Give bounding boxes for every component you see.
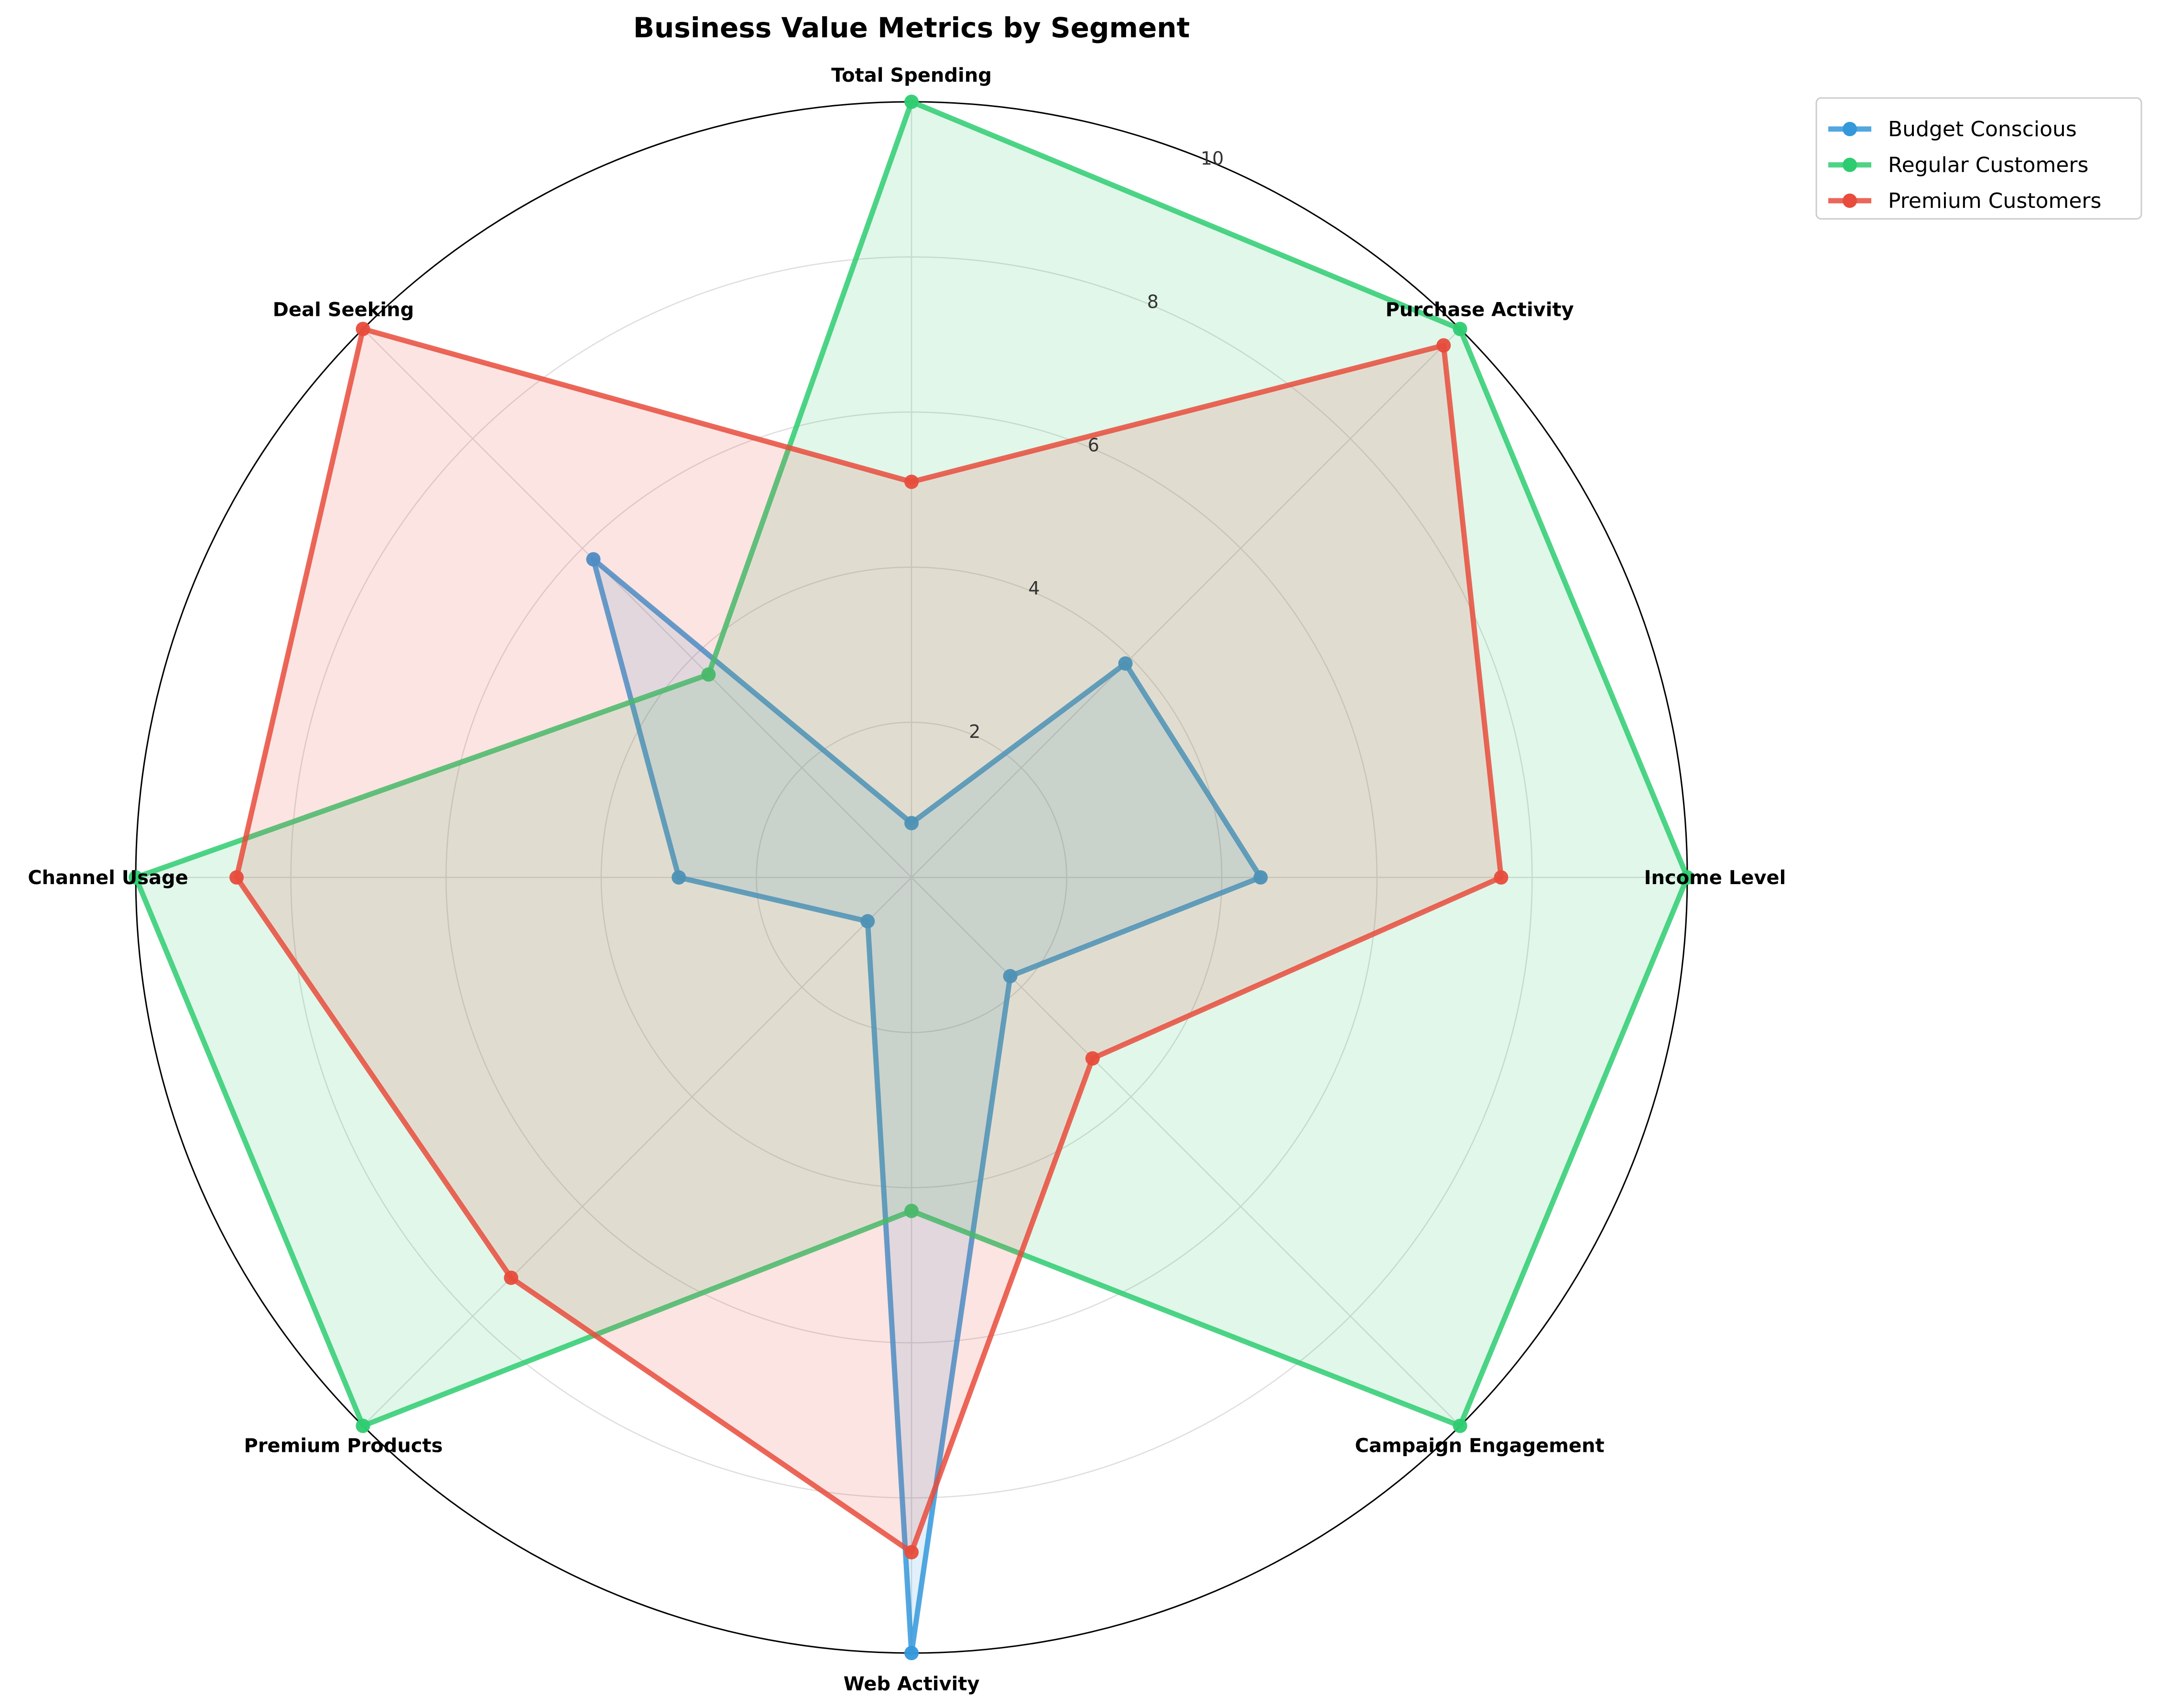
data-point [904,816,919,831]
data-point [904,1646,919,1660]
series-budget-conscious [586,552,1268,1660]
spoke-line [362,328,912,878]
legend-marker [1843,194,1857,208]
axis-label: Channel Usage [28,867,188,889]
data-point [701,667,716,682]
tick-label: 8 [1147,291,1159,312]
axis-label: Income Level [1644,867,1786,889]
axis-label: Purchase Activity [1386,299,1574,321]
data-point [1253,870,1268,885]
tick-label: 2 [969,721,980,742]
data-point [904,1203,919,1218]
data-point [356,1418,370,1433]
data-point [904,95,919,109]
chart-title: Business Value Metrics by Segment [633,11,1190,44]
legend-item[interactable]: Regular Customers [1828,153,2088,177]
axis-label: Premium Products [244,1435,443,1457]
data-point [356,322,370,336]
data-point [504,1270,519,1285]
axis-label: Total Spending [831,65,992,86]
data-point [904,1545,919,1560]
data-point [904,475,919,489]
data-point [1494,870,1509,885]
legend-item[interactable]: Premium Customers [1828,189,2101,213]
data-point [1003,969,1018,984]
data-point [1436,338,1451,353]
legend[interactable]: Budget Conscious Regular Customers Premium… [1815,97,2142,220]
legend-label: Premium Customers [1888,189,2101,213]
data-point [129,870,143,885]
legend-box [1815,97,2142,220]
series-fill [593,559,1261,1653]
tick-label: 4 [1028,578,1040,599]
legend-label: Budget Conscious [1888,117,2077,141]
data-point [672,870,686,885]
axis-label: Deal Seeking [273,299,414,321]
data-point [229,870,244,885]
legend-label: Regular Customers [1888,153,2088,177]
axis-label: Web Activity [844,1673,980,1695]
tick-label: 10 [1201,148,1224,169]
series-fill [136,102,1687,1426]
spoke-line [362,877,912,1427]
data-point [1085,1051,1100,1066]
data-point [1453,322,1467,336]
data-point [1118,656,1133,671]
radial-tick-labels: 2 4 6 8 10 [969,148,1224,743]
legend-item[interactable]: Budget Conscious [1828,117,2077,141]
spoke-line [911,877,1461,1427]
axis-label: Campaign Engagement [1355,1435,1605,1457]
axis-labels: Total Spending Purchase Activity Income Le… [28,65,1786,1695]
legend-marker [1843,158,1857,172]
legend-marker [1843,122,1857,136]
data-point [1453,1418,1467,1433]
series-fill [236,329,1501,1553]
tick-label: 6 [1088,434,1099,455]
series-layer [129,95,1694,1660]
series-regular-customers [129,95,1694,1433]
data-point [860,914,875,929]
series-premium-customers [229,322,1509,1560]
data-point [586,552,601,567]
spoke-line [911,328,1461,878]
data-point [1680,870,1694,885]
